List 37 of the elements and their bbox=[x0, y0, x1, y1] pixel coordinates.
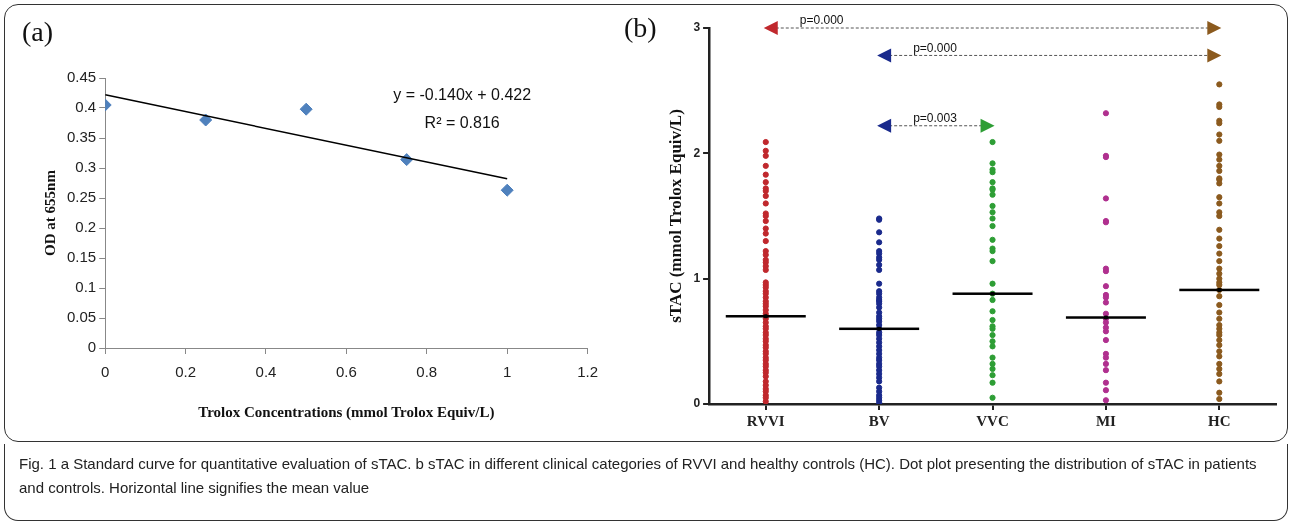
x-tick-label: 0.8 bbox=[416, 363, 438, 381]
x-tick-label: 0.6 bbox=[335, 363, 357, 381]
caption: Fig. 1 a Standard curve for quantitative evaluation of sTAC. b sTAC in different clinical categories of RVVI and healthy controls (HC). Dot plot presenting the distribution of sTAC in patients and controls. Horizontal line signifies the mean value bbox=[4, 444, 1288, 521]
y-tick-label: 0.05 bbox=[66, 308, 97, 326]
annotation: p=0.003 bbox=[913, 111, 958, 126]
y-tick-label: 0.3 bbox=[75, 158, 97, 176]
y-tick-label: 0.15 bbox=[66, 248, 97, 266]
y-tick-label: 0 bbox=[87, 338, 97, 356]
x-tick-label: 0.2 bbox=[175, 363, 197, 381]
chart-title: (b) bbox=[624, 12, 657, 44]
y-tick-label: 0.1 bbox=[75, 278, 97, 296]
y-tick-label: 0.45 bbox=[66, 68, 97, 86]
x-tick-label: VVC bbox=[976, 412, 1009, 429]
y-tick-label: 0.2 bbox=[75, 218, 97, 236]
x-tick-label: 0.4 bbox=[255, 363, 277, 381]
x-tick-label: BV bbox=[868, 412, 890, 429]
x-axis-title: Trolox Concentrations (mmol Trolox Equiv/L) bbox=[198, 403, 495, 421]
y-axis-title: sTAC (mmol Trolox Equiv/L) bbox=[665, 109, 685, 323]
annotation: R² = 0.816 bbox=[424, 114, 500, 132]
y-tick-label: 0.4 bbox=[75, 98, 97, 116]
x-tick-label: MI bbox=[1095, 412, 1117, 429]
x-tick-label: 1.2 bbox=[577, 363, 598, 381]
annotation: y = -0.140x + 0.422 bbox=[393, 86, 532, 104]
x-tick-label: RVVI bbox=[746, 412, 785, 429]
x-tick-label: 0 bbox=[101, 363, 110, 381]
y-axis-title: OD at 655nm bbox=[41, 169, 58, 256]
y-tick-label: 1 bbox=[693, 270, 701, 285]
y-tick-label: 2 bbox=[693, 145, 701, 160]
chart-title: (a) bbox=[22, 16, 54, 48]
x-tick-label: HC bbox=[1208, 412, 1231, 429]
x-tick-label: 1 bbox=[503, 363, 512, 381]
annotation: p=0.000 bbox=[913, 40, 958, 55]
y-tick-label: 3 bbox=[693, 20, 701, 35]
y-tick-label: 0 bbox=[693, 396, 701, 411]
text: p=0.000 bbox=[799, 13, 844, 28]
y-tick-label: 0.35 bbox=[66, 128, 97, 146]
y-tick-label: 0.25 bbox=[66, 188, 97, 206]
